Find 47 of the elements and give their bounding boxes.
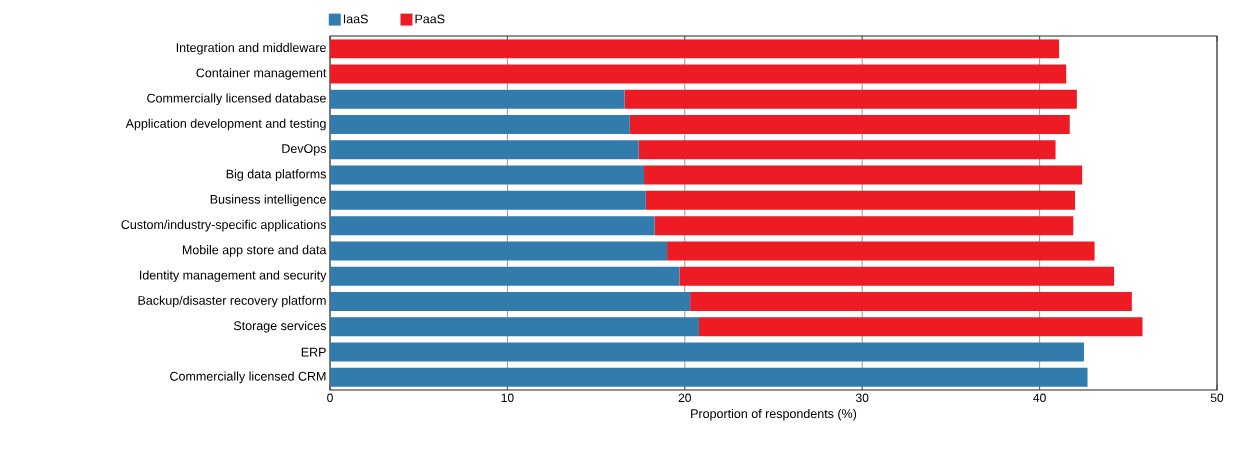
y-tick-label: Application development and testing [125,118,326,131]
bar [330,64,1067,84]
y-tick-label: Custom/industry-specific applications [121,219,326,232]
bar [330,190,646,210]
bar [330,317,699,337]
y-tick-label: DevOps [282,144,327,156]
y-tick-label: Container management [196,68,327,80]
bar [330,39,1060,59]
x-tick-label: 30 [855,393,869,403]
y-tick-label: Big data platforms [226,169,326,181]
x-tick-label: 50 [1210,393,1224,403]
bar [624,89,1077,109]
x-axis-title: Proportion of respondents (%) [691,408,857,421]
bar [330,216,655,236]
bar [690,292,1132,311]
y-tick-label: ERP [301,347,326,357]
y-tick-label: Commercially licensed CRM [170,371,326,384]
bar [667,241,1095,261]
bar [645,190,1076,210]
bar [330,367,1088,387]
y-tick-label: Identity management and security [140,270,327,283]
bar [698,317,1143,337]
x-tick-label: 20 [678,393,692,403]
legend-label: PaaS [415,14,445,24]
y-tick-label: Integration and middleware [176,42,326,55]
bar [330,89,625,109]
bar [644,165,1083,185]
y-tick-label: Backup/disaster recovery platform [138,295,326,308]
bar [330,165,644,185]
y-tick-label: Commercially licensed database [147,93,326,106]
y-tick-label: Storage services [233,320,326,333]
bar [330,266,680,286]
bar [679,266,1115,286]
bar [638,140,1056,160]
bar [654,216,1074,236]
x-tick-label: 10 [501,393,514,403]
bar [330,140,639,160]
legend-label: IaaS [343,14,368,24]
y-tick-label: Business intelligence [210,194,326,207]
bar [330,292,691,311]
bar [330,342,1084,362]
x-tick-label: 40 [1033,393,1046,403]
bar [629,115,1070,134]
x-tick-label: 0 [327,393,333,403]
bar [330,241,668,261]
bar [330,115,630,134]
y-tick-label: Mobile app store and data [182,245,327,257]
